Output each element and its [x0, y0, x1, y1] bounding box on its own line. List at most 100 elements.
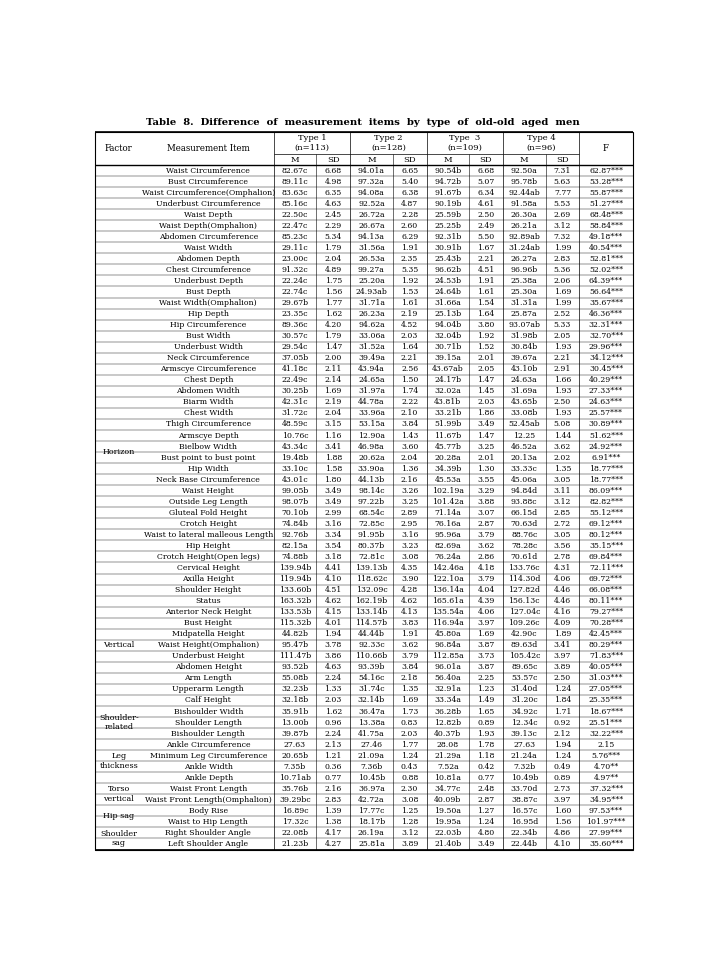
Text: 2.19: 2.19 [324, 399, 342, 406]
Text: 29.96***: 29.96*** [589, 343, 623, 352]
Text: 18.67***: 18.67*** [589, 708, 623, 716]
Text: 3.08: 3.08 [401, 553, 418, 561]
Text: 18.77***: 18.77*** [589, 465, 623, 472]
Text: 24.17b: 24.17b [434, 376, 462, 384]
Text: 4.20: 4.20 [324, 321, 342, 330]
Text: 1.16: 1.16 [324, 431, 342, 440]
Text: 3.88: 3.88 [477, 498, 495, 506]
Text: Shoulder Height: Shoulder Height [175, 586, 241, 594]
Text: 0.96: 0.96 [324, 718, 342, 726]
Text: 21.40b: 21.40b [434, 840, 462, 848]
Text: 0.88: 0.88 [401, 774, 418, 782]
Text: 2.14: 2.14 [324, 376, 342, 384]
Text: 25.38a: 25.38a [511, 277, 537, 285]
Text: 162.19b: 162.19b [355, 597, 387, 605]
Text: Calf Height: Calf Height [185, 696, 232, 704]
Text: 35.60***: 35.60*** [589, 840, 623, 848]
Text: 1.43: 1.43 [401, 431, 418, 440]
Text: 13.00b: 13.00b [281, 718, 309, 726]
Text: 74.88b: 74.88b [282, 553, 309, 561]
Text: 53.15a: 53.15a [358, 421, 385, 428]
Text: 3.97: 3.97 [477, 619, 495, 627]
Text: 92.76b: 92.76b [281, 531, 309, 539]
Text: 16.57c: 16.57c [511, 807, 537, 815]
Text: 51.27***: 51.27*** [589, 199, 623, 208]
Text: 10.76c: 10.76c [282, 431, 308, 440]
Text: 31.74c: 31.74c [358, 686, 384, 694]
Text: 51.62***: 51.62*** [589, 431, 623, 440]
Text: 4.52: 4.52 [401, 321, 418, 330]
Text: 2.50: 2.50 [477, 211, 495, 218]
Text: 1.80: 1.80 [324, 476, 342, 484]
Text: 135.54a: 135.54a [432, 608, 464, 616]
Text: 70.63d: 70.63d [510, 520, 538, 528]
Text: 1.61: 1.61 [477, 288, 495, 296]
Text: 42.72a: 42.72a [358, 796, 384, 804]
Text: F: F [603, 144, 609, 153]
Text: Table  8.  Difference  of  measurement  items  by  type  of  old-old  aged  men: Table 8. Difference of measurement items… [146, 118, 580, 127]
Text: 2.45: 2.45 [325, 211, 342, 218]
Text: 25.35***: 25.35*** [589, 696, 623, 704]
Text: 20.62a: 20.62a [358, 453, 384, 462]
Text: 2.50: 2.50 [554, 399, 571, 406]
Text: 2.85: 2.85 [554, 509, 571, 516]
Text: 2.13: 2.13 [324, 741, 342, 748]
Text: 33.10c: 33.10c [282, 465, 309, 472]
Text: 1.77: 1.77 [401, 741, 418, 748]
Text: 95.78b: 95.78b [510, 177, 538, 186]
Text: 36.97a: 36.97a [358, 785, 385, 793]
Text: Type 2
(n=128): Type 2 (n=128) [371, 134, 406, 152]
Text: 101.97***: 101.97*** [586, 818, 626, 826]
Text: 5.40: 5.40 [401, 177, 418, 186]
Text: 41.75a: 41.75a [358, 730, 384, 738]
Text: Bishoulder Width: Bishoulder Width [173, 708, 243, 716]
Text: 94.72b: 94.72b [434, 177, 462, 186]
Text: Factor: Factor [105, 144, 132, 153]
Text: 1.93: 1.93 [554, 343, 571, 352]
Text: 26.67a: 26.67a [358, 221, 384, 230]
Text: 34.12***: 34.12*** [589, 354, 623, 362]
Text: 33.21b: 33.21b [434, 409, 462, 418]
Text: Crotch Height(Open legs): Crotch Height(Open legs) [157, 553, 260, 561]
Text: 68.48***: 68.48*** [589, 211, 623, 218]
Text: 5.08: 5.08 [554, 421, 571, 428]
Text: 2.24: 2.24 [325, 730, 342, 738]
Text: 24.65a: 24.65a [358, 376, 384, 384]
Text: 85.23c: 85.23c [282, 233, 308, 240]
Text: 3.87: 3.87 [477, 663, 495, 672]
Text: 52.02***: 52.02*** [589, 266, 623, 274]
Text: Underbust Width: Underbust Width [173, 343, 243, 352]
Text: 3.87: 3.87 [477, 641, 495, 650]
Text: 85.16c: 85.16c [282, 199, 308, 208]
Text: M: M [443, 155, 452, 164]
Text: 94.04b: 94.04b [434, 321, 462, 330]
Text: 2.03: 2.03 [324, 696, 342, 704]
Text: 82.69a: 82.69a [435, 542, 461, 550]
Text: 2.05: 2.05 [554, 332, 571, 340]
Text: 4.63: 4.63 [324, 663, 342, 672]
Text: 5.35: 5.35 [401, 266, 418, 274]
Text: 43.34c: 43.34c [282, 443, 308, 450]
Text: 16.89c: 16.89c [282, 807, 308, 815]
Text: 74.84b: 74.84b [282, 520, 309, 528]
Text: 21.24a: 21.24a [511, 752, 537, 760]
Text: Left Shoulder Angle: Left Shoulder Angle [169, 840, 249, 848]
Text: 62.87***: 62.87*** [589, 167, 623, 174]
Text: 32.31***: 32.31*** [589, 321, 623, 330]
Text: 3.25: 3.25 [477, 443, 495, 450]
Text: 35.76b: 35.76b [281, 785, 309, 793]
Text: 5.34: 5.34 [324, 233, 342, 240]
Text: 37.32***: 37.32*** [589, 785, 623, 793]
Text: 30.25b: 30.25b [281, 387, 309, 396]
Text: 31.31a: 31.31a [510, 299, 538, 307]
Text: 26.72a: 26.72a [358, 211, 384, 218]
Text: 25.13b: 25.13b [434, 310, 462, 318]
Text: Hip Circumference: Hip Circumference [170, 321, 246, 330]
Text: 4.15: 4.15 [324, 608, 342, 616]
Text: 3.23: 3.23 [401, 542, 418, 550]
Text: 66.08***: 66.08*** [589, 586, 623, 594]
Text: 25.30a: 25.30a [511, 288, 537, 296]
Text: 10.71ab: 10.71ab [279, 774, 311, 782]
Text: M: M [520, 155, 529, 164]
Text: 3.83: 3.83 [401, 619, 418, 627]
